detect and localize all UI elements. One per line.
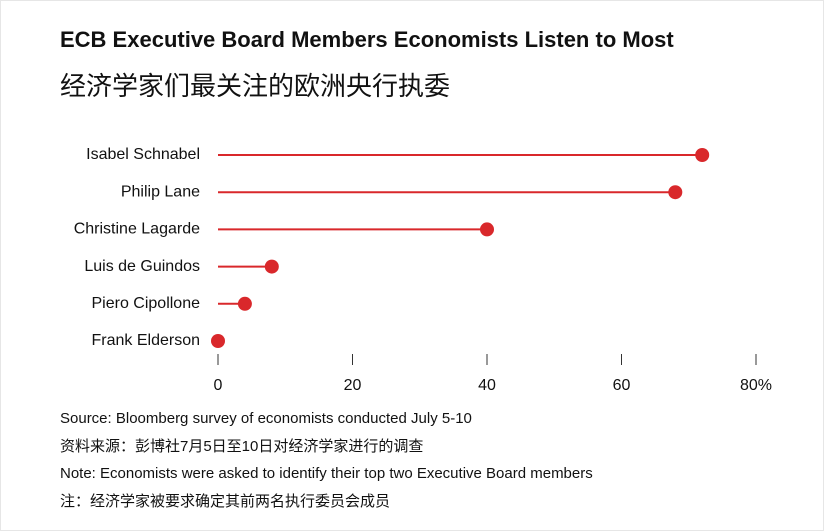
x-tick-label: 20 [344, 377, 362, 394]
chart-title: ECB Executive Board Members Economists L… [60, 27, 674, 52]
lollipop-head [695, 148, 710, 162]
source-zh: 资料来源：彭博社7月5日至10日对经济学家进行的调查 [60, 438, 423, 455]
lollipop-head [480, 222, 494, 237]
source: Source: Bloomberg survey of economists c… [60, 410, 472, 427]
y-tick-label: Frank Elderson [92, 332, 201, 349]
x-tick-label: 80% [740, 377, 772, 394]
lollipop-head [264, 259, 279, 274]
x-tick-label: 40 [478, 377, 496, 394]
lollipop-head [668, 185, 683, 200]
lollipop-head [237, 296, 252, 311]
y-tick-label: Isabel Schnabel [86, 146, 200, 163]
y-tick-label: Christine Lagarde [74, 221, 200, 238]
note-zh: 注：经济学家被要求确定其前两名执行委员会成员 [60, 493, 390, 510]
x-tick-label: 0 [214, 377, 223, 394]
y-tick-label: Piero Cipollone [91, 295, 200, 312]
chart-subtitle: 经济学家们最关注的欧洲央行执委 [60, 71, 450, 101]
y-tick-label: Luis de Guindos [84, 258, 200, 275]
x-tick-label: 60 [613, 377, 631, 394]
note: Note: Economists were asked to identify … [60, 465, 593, 482]
y-tick-label: Philip Lane [121, 183, 200, 200]
lollipop-head [211, 334, 225, 348]
